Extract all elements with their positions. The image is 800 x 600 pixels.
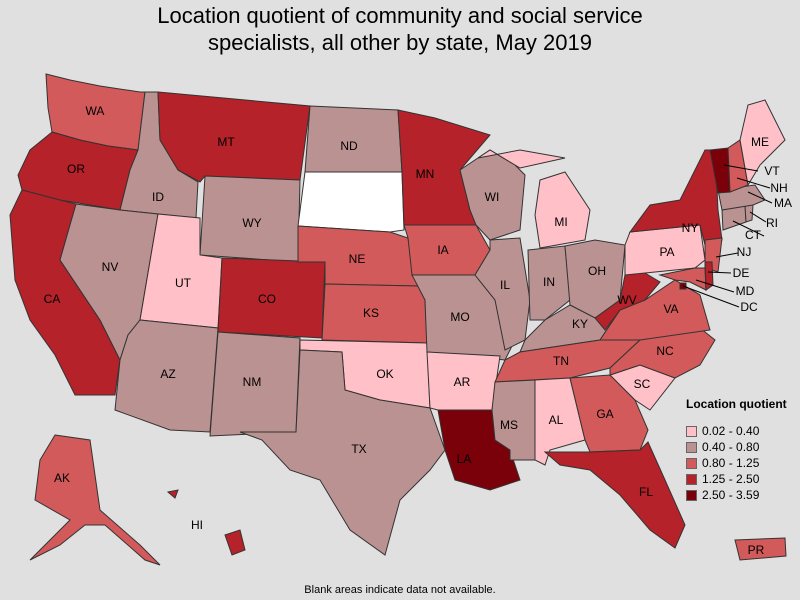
state-ME[interactable]: [739, 99, 786, 187]
label-VT: VT: [764, 164, 780, 178]
label-NC: NC: [656, 344, 674, 358]
label-WA: WA: [86, 104, 105, 118]
label-PA: PA: [659, 245, 674, 259]
legend-label: 0.80 - 1.25: [702, 456, 760, 470]
legend-item: 0.40 - 0.80: [686, 439, 798, 455]
legend-swatch: [686, 473, 697, 485]
label-MD: MD: [736, 284, 755, 298]
footnote: Blank areas indicate data not available.: [304, 584, 496, 596]
label-NY: NY: [682, 221, 699, 235]
state-WV[interactable]: [594, 269, 661, 331]
label-CA: CA: [44, 292, 61, 306]
label-IN: IN: [543, 275, 555, 289]
legend-label: 1.25 - 2.50: [702, 472, 760, 486]
label-DE: DE: [733, 266, 750, 280]
state-FL[interactable]: [543, 441, 686, 549]
label-WV: WV: [617, 293, 636, 307]
label-ND: ND: [340, 139, 358, 153]
label-OR: OR: [67, 162, 85, 176]
label-AK: AK: [54, 471, 70, 485]
label-KY: KY: [572, 317, 588, 331]
label-GA: GA: [596, 407, 613, 421]
label-OK: OK: [376, 367, 393, 381]
northeast-callouts: [682, 164, 773, 308]
label-NE: NE: [349, 252, 366, 266]
label-RI: RI: [766, 216, 778, 230]
state-AK[interactable]: [29, 434, 161, 566]
label-AL: AL: [549, 413, 564, 427]
label-MO: MO: [450, 310, 469, 324]
legend-swatch: [686, 441, 697, 453]
legend-item: 2.50 - 3.59: [686, 487, 798, 503]
label-ID: ID: [152, 190, 164, 204]
label-AZ: AZ: [160, 367, 175, 381]
state-MI[interactable]: [477, 149, 591, 249]
label-PR: PR: [748, 543, 765, 557]
state-TX[interactable]: [239, 349, 446, 556]
legend-label: 0.40 - 0.80: [702, 440, 760, 454]
label-KS: KS: [363, 306, 379, 320]
label-NJ: NJ: [737, 245, 752, 259]
legend-swatch: [686, 457, 697, 469]
state-DE[interactable]: [704, 261, 714, 291]
legend-label: 0.02 - 0.40: [702, 424, 760, 438]
label-TX: TX: [351, 442, 366, 456]
label-MA: MA: [774, 196, 792, 210]
label-ME: ME: [751, 135, 769, 149]
legend-item: 0.02 - 0.40: [686, 423, 798, 439]
label-OH: OH: [588, 264, 606, 278]
state-IL[interactable]: [474, 237, 531, 351]
label-MS: MS: [500, 418, 518, 432]
state-MT[interactable]: [157, 91, 311, 183]
label-VA: VA: [663, 302, 678, 316]
label-FL: FL: [639, 485, 653, 499]
legend-swatch: [686, 425, 697, 437]
map-title-line-2: specialists, all other by state, May 201…: [208, 30, 592, 55]
label-TN: TN: [553, 354, 569, 368]
label-UT: UT: [175, 276, 192, 290]
state-SD[interactable]: [297, 171, 405, 233]
state-PR[interactable]: [734, 537, 787, 561]
label-DC: DC: [740, 300, 758, 314]
map-title-line-1: Location quotient of community and socia…: [157, 3, 643, 28]
label-MN: MN: [416, 167, 435, 181]
label-CO: CO: [258, 292, 276, 306]
legend-item: 1.25 - 2.50: [686, 471, 798, 487]
legend: Location quotient 0.02 - 0.40 0.40 - 0.8…: [686, 397, 798, 503]
legend-swatch: [686, 489, 697, 501]
label-WY: WY: [242, 216, 261, 230]
label-NM: NM: [243, 375, 262, 389]
label-CT: CT: [745, 228, 762, 242]
legend-title: Location quotient: [686, 397, 787, 411]
legend-label: 2.50 - 3.59: [702, 488, 760, 502]
label-SC: SC: [634, 377, 651, 391]
label-LA: LA: [457, 452, 472, 466]
map-title: Location quotient of community and socia…: [0, 2, 800, 56]
label-WI: WI: [485, 190, 500, 204]
label-HI: HI: [191, 518, 203, 532]
label-IL: IL: [500, 278, 510, 292]
state-HI[interactable]: [166, 489, 246, 556]
legend-item: 0.80 - 1.25: [686, 455, 798, 471]
label-MT: MT: [217, 135, 235, 149]
label-NV: NV: [102, 260, 119, 274]
label-IA: IA: [437, 243, 448, 257]
label-AR: AR: [454, 375, 471, 389]
state-IN[interactable]: [527, 245, 571, 321]
label-NH: NH: [770, 181, 787, 195]
label-MI: MI: [554, 215, 567, 229]
